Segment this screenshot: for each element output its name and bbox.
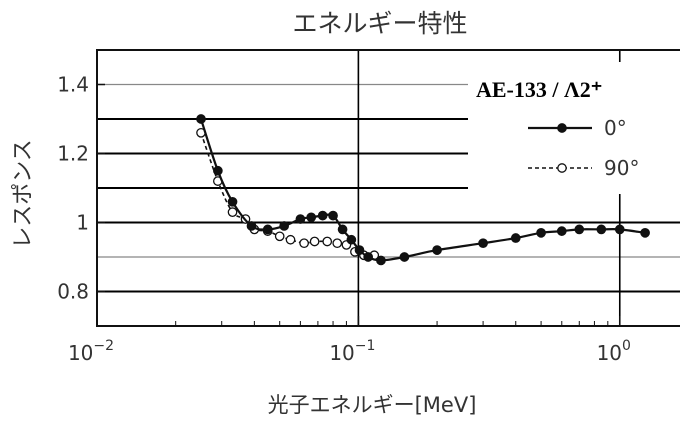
- data-point: [556, 226, 567, 236]
- legend: AE-133 / Λ2⁺ 0° 90°: [468, 62, 680, 194]
- data-point: [309, 236, 320, 247]
- plot-frame: [96, 49, 680, 327]
- data-point: [332, 238, 343, 249]
- data-point: [328, 210, 338, 221]
- x-tick-label: 10−1: [329, 338, 375, 365]
- data-point: [346, 234, 357, 245]
- data-point: [274, 231, 285, 242]
- data-point: [574, 224, 585, 235]
- chart-title: エネルギー特性: [292, 9, 467, 38]
- data-point: [295, 214, 306, 224]
- series-line: [200, 132, 375, 257]
- data-point: [213, 165, 223, 176]
- data-point: [285, 234, 296, 245]
- data-point: [337, 224, 348, 235]
- data-point: [536, 228, 546, 238]
- legend-marker: [557, 163, 567, 173]
- y-tick-label: 1.4: [57, 73, 89, 97]
- data-point: [614, 224, 625, 235]
- y-axis-label: レスポンス: [11, 139, 36, 249]
- data-point: [262, 224, 273, 235]
- data-point: [317, 210, 328, 221]
- plot-series: [196, 114, 650, 266]
- data-point: [596, 224, 607, 235]
- legend-marker: [557, 123, 567, 133]
- y-tick-label: 0.8: [57, 280, 89, 304]
- data-point: [227, 207, 238, 217]
- legend-title: AE-133 / Λ2⁺: [476, 77, 602, 102]
- y-tick-label: 1: [76, 211, 89, 235]
- data-point: [306, 212, 317, 223]
- data-point: [246, 221, 257, 231]
- data-point: [640, 228, 650, 238]
- data-point: [279, 221, 290, 231]
- x-tick-exponent: −1: [355, 338, 376, 354]
- x-tick-label: 100: [597, 338, 631, 365]
- legend-label: 0°: [604, 116, 627, 140]
- x-tick-label: 10−2: [68, 338, 114, 365]
- x-tick-exponent: −2: [93, 338, 114, 354]
- data-point: [322, 236, 333, 247]
- data-point: [196, 114, 206, 124]
- data-point: [299, 238, 309, 249]
- series-0: [196, 114, 650, 266]
- x-tick-exponent: 0: [622, 338, 631, 354]
- x-axis-label: 光子エネルギー[MeV]: [268, 393, 477, 417]
- data-point: [363, 252, 374, 262]
- data-point: [376, 255, 386, 266]
- data-point: [354, 245, 365, 255]
- data-point: [478, 238, 488, 249]
- data-point: [432, 245, 442, 255]
- data-point: [399, 252, 410, 262]
- data-point: [227, 196, 238, 207]
- legend-label: 90°: [604, 156, 639, 180]
- axis-ticks: 0.8 1 1.2 1.4 10−2 10−1 100: [57, 73, 631, 366]
- y-tick-label: 1.2: [57, 142, 89, 166]
- grid: [96, 50, 680, 326]
- data-point: [510, 233, 521, 243]
